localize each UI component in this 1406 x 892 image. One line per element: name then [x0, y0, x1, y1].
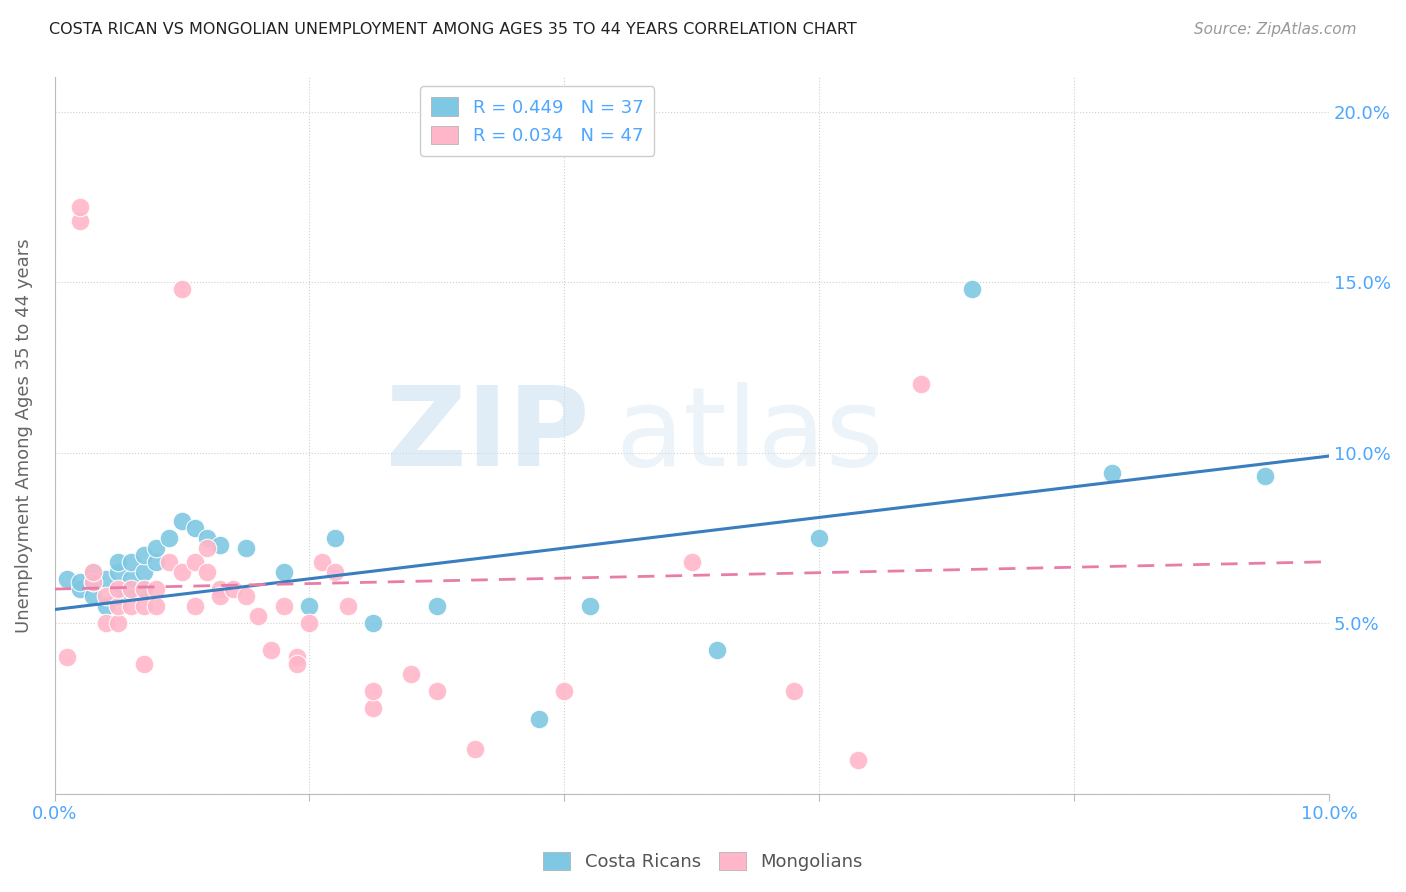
Point: [260, 643, 283, 657]
Point: [132, 582, 155, 596]
Point: [145, 541, 167, 555]
Point: [426, 599, 449, 613]
Point: [82, 565, 104, 579]
Text: ZIP: ZIP: [387, 382, 591, 489]
Point: [579, 599, 602, 613]
Point: [107, 555, 129, 569]
Point: [184, 555, 207, 569]
Point: [120, 555, 142, 569]
Point: [197, 541, 219, 555]
Text: Source: ZipAtlas.com: Source: ZipAtlas.com: [1194, 22, 1357, 37]
Point: [69, 575, 91, 590]
Point: [323, 531, 346, 545]
Point: [808, 531, 831, 545]
Point: [197, 531, 219, 545]
Point: [132, 548, 155, 562]
Point: [69, 213, 91, 227]
Point: [553, 684, 575, 698]
Y-axis label: Unemployment Among Ages 35 to 44 years: Unemployment Among Ages 35 to 44 years: [15, 238, 32, 632]
Point: [1254, 469, 1277, 483]
Point: [157, 531, 180, 545]
Point: [120, 599, 142, 613]
Point: [69, 582, 91, 596]
Point: [157, 555, 180, 569]
Text: atlas: atlas: [616, 382, 884, 489]
Point: [120, 572, 142, 586]
Point: [120, 582, 142, 596]
Point: [145, 599, 167, 613]
Point: [706, 643, 728, 657]
Point: [527, 712, 550, 726]
Point: [170, 282, 193, 296]
Point: [209, 582, 232, 596]
Point: [132, 657, 155, 671]
Point: [1101, 466, 1123, 480]
Point: [94, 572, 117, 586]
Point: [197, 565, 219, 579]
Point: [235, 589, 257, 603]
Point: [145, 582, 167, 596]
Point: [323, 565, 346, 579]
Point: [464, 742, 486, 756]
Point: [170, 514, 193, 528]
Point: [209, 538, 232, 552]
Legend: R = 0.449   N = 37, R = 0.034   N = 47: R = 0.449 N = 37, R = 0.034 N = 47: [420, 87, 654, 156]
Point: [107, 589, 129, 603]
Point: [82, 589, 104, 603]
Point: [94, 589, 117, 603]
Point: [336, 599, 359, 613]
Point: [298, 616, 321, 631]
Point: [94, 599, 117, 613]
Point: [107, 599, 129, 613]
Point: [361, 701, 384, 715]
Point: [107, 582, 129, 596]
Point: [285, 657, 308, 671]
Point: [235, 541, 257, 555]
Point: [910, 377, 932, 392]
Point: [184, 521, 207, 535]
Legend: Costa Ricans, Mongolians: Costa Ricans, Mongolians: [536, 845, 870, 879]
Point: [298, 599, 321, 613]
Point: [145, 555, 167, 569]
Point: [222, 582, 245, 596]
Point: [132, 599, 155, 613]
Point: [401, 667, 423, 681]
Point: [426, 684, 449, 698]
Point: [273, 599, 295, 613]
Point: [82, 575, 104, 590]
Point: [681, 555, 703, 569]
Point: [132, 565, 155, 579]
Point: [273, 565, 295, 579]
Point: [170, 565, 193, 579]
Point: [120, 582, 142, 596]
Text: COSTA RICAN VS MONGOLIAN UNEMPLOYMENT AMONG AGES 35 TO 44 YEARS CORRELATION CHAR: COSTA RICAN VS MONGOLIAN UNEMPLOYMENT AM…: [49, 22, 858, 37]
Point: [69, 200, 91, 214]
Point: [82, 565, 104, 579]
Point: [132, 582, 155, 596]
Point: [361, 684, 384, 698]
Point: [107, 565, 129, 579]
Point: [107, 616, 129, 631]
Point: [209, 589, 232, 603]
Point: [311, 555, 333, 569]
Point: [184, 599, 207, 613]
Point: [56, 650, 79, 665]
Point: [361, 616, 384, 631]
Point: [285, 650, 308, 665]
Point: [247, 609, 270, 624]
Point: [94, 616, 117, 631]
Point: [82, 575, 104, 590]
Point: [846, 753, 869, 767]
Point: [960, 282, 983, 296]
Point: [56, 572, 79, 586]
Point: [783, 684, 806, 698]
